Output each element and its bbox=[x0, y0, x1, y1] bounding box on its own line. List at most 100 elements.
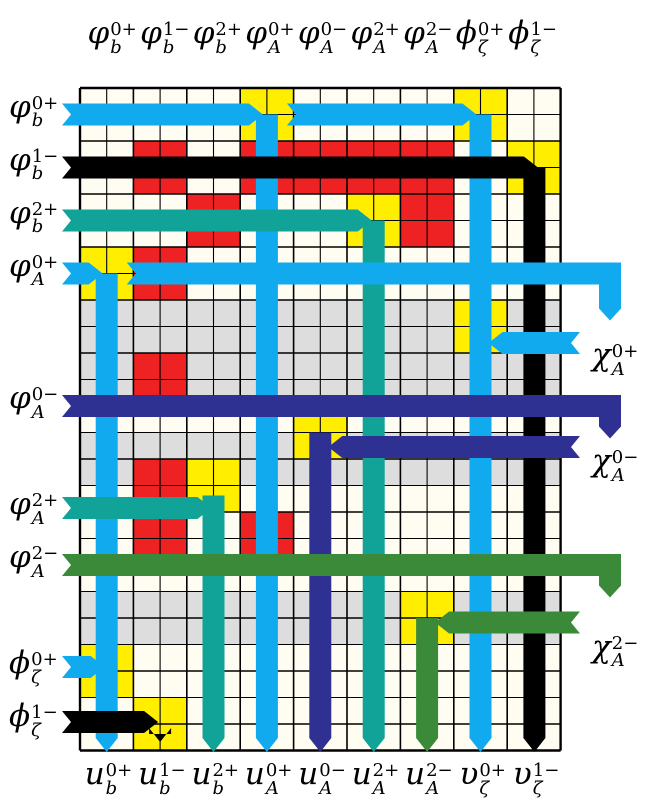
label-base-symbol: φ bbox=[9, 539, 31, 575]
bottom-label: u 1− b bbox=[138, 756, 186, 798]
label-subscript: b bbox=[31, 110, 44, 131]
label-subscript: A bbox=[265, 777, 279, 799]
label-indices: 1− b bbox=[159, 762, 186, 797]
label-indices: 0− A bbox=[320, 19, 348, 56]
label-base-symbol: υ bbox=[459, 756, 479, 792]
label-subscript: A bbox=[31, 269, 45, 290]
label-superscript: 0+ bbox=[265, 760, 293, 782]
label-superscript: 2+ bbox=[215, 19, 242, 41]
label-subscript: A bbox=[31, 507, 45, 529]
label-base-symbol: φ bbox=[9, 141, 31, 178]
label-indices: 2+ A bbox=[372, 760, 400, 797]
label-base-symbol: u bbox=[138, 756, 159, 792]
arrow-h-phiA2p bbox=[62, 497, 212, 519]
top-label: ϕ 1− ζ bbox=[508, 15, 557, 58]
arrow-v-ub2p bbox=[202, 495, 225, 752]
label-base-symbol: ϕ bbox=[9, 645, 31, 681]
label-base-symbol: φ bbox=[350, 15, 373, 51]
label-indices: 2− A bbox=[426, 760, 453, 797]
label-subscript: b bbox=[31, 216, 44, 237]
label-subscript: A bbox=[611, 358, 625, 380]
bottom-label: u 2+ b bbox=[192, 759, 240, 799]
label-superscript: 2+ bbox=[212, 760, 240, 782]
label-base-symbol: ϕ bbox=[455, 15, 477, 51]
left-label: φ 2− A bbox=[9, 539, 59, 581]
label-subscript: ζ bbox=[477, 36, 488, 58]
label-indices: 0+ A bbox=[611, 341, 639, 380]
label-indices: 2+ b bbox=[212, 760, 240, 799]
label-superscript: 0+ bbox=[479, 760, 506, 782]
label-subscript: b bbox=[105, 777, 118, 799]
label-superscript: 1− bbox=[162, 19, 190, 41]
label-superscript: 2− bbox=[426, 760, 453, 782]
label-superscript: 1− bbox=[532, 760, 560, 782]
label-superscript: 0+ bbox=[31, 251, 59, 273]
label-superscript: 0+ bbox=[611, 341, 639, 363]
label-superscript: 0− bbox=[31, 384, 59, 406]
label-superscript: 0+ bbox=[110, 19, 137, 41]
bottom-label: u 2− A bbox=[405, 756, 453, 798]
label-superscript: 2− bbox=[31, 543, 59, 565]
label-base-symbol: φ bbox=[9, 380, 31, 416]
label-indices: 0+ b bbox=[110, 19, 137, 58]
bottom-label: u 0+ b bbox=[84, 756, 133, 799]
label-indices: 1− ζ bbox=[31, 702, 58, 739]
arrows bbox=[62, 103, 621, 752]
label-base-symbol: φ bbox=[403, 15, 425, 51]
left-label: φ 0+ A bbox=[9, 247, 59, 290]
label-superscript: 2+ bbox=[31, 490, 59, 512]
label-superscript: 2+ bbox=[372, 760, 400, 782]
label-superscript: 0+ bbox=[31, 649, 58, 671]
arrow-v-uA2m bbox=[416, 618, 439, 752]
label-indices: 0+ A bbox=[265, 760, 293, 799]
arrow-h-phiz0p bbox=[62, 656, 105, 678]
top-label: φ 2+ b bbox=[193, 18, 242, 58]
left-label: φ 0− A bbox=[9, 380, 59, 422]
top-label: φ 1− b bbox=[140, 18, 190, 57]
arrow-h-phib0p-b bbox=[286, 103, 477, 126]
label-subscript: A bbox=[319, 777, 333, 799]
label-indices: 0+ b bbox=[105, 762, 133, 799]
label-base-symbol: u bbox=[84, 756, 105, 792]
arrow-h-phiA0p-in bbox=[62, 262, 103, 285]
label-indices: 0− A bbox=[319, 760, 346, 799]
label-base-symbol: ϕ bbox=[508, 15, 530, 51]
label-superscript: 0− bbox=[319, 760, 346, 782]
label-subscript: ζ bbox=[530, 36, 541, 58]
label-base-symbol: ϕ bbox=[9, 698, 31, 734]
top-label: φ 2+ A bbox=[350, 15, 400, 58]
label-subscript: A bbox=[611, 650, 625, 671]
arrow-v-upsz0p bbox=[469, 114, 492, 752]
label-superscript: 0− bbox=[320, 19, 348, 41]
label-base-symbol: φ bbox=[87, 15, 110, 51]
label-subscript: b bbox=[215, 36, 227, 58]
label-base-symbol: u bbox=[405, 756, 426, 792]
label-base-symbol: χ bbox=[592, 443, 611, 479]
label-superscript: 0+ bbox=[477, 19, 505, 41]
bottom-label: u 2+ A bbox=[351, 756, 400, 798]
label-base-symbol: φ bbox=[9, 247, 31, 284]
label-base-symbol: φ bbox=[9, 88, 31, 125]
label-subscript: ζ bbox=[479, 777, 490, 799]
top-label: φ 2− A bbox=[403, 15, 453, 57]
arrow-h-phiA0m bbox=[62, 395, 621, 439]
label-superscript: 2− bbox=[425, 19, 453, 41]
left-label: φ 0+ b bbox=[9, 88, 58, 131]
label-subscript: b bbox=[212, 777, 224, 799]
label-base-symbol: u bbox=[244, 756, 265, 792]
label-base-symbol: u bbox=[351, 756, 372, 792]
label-indices: 2+ A bbox=[373, 21, 400, 58]
label-indices: 2− A bbox=[425, 19, 453, 56]
label-subscript: b bbox=[110, 36, 122, 58]
label-subscript: A bbox=[373, 36, 387, 58]
label-superscript: 1− bbox=[31, 702, 58, 724]
arrow-h-phib0p-a bbox=[62, 103, 263, 126]
label-indices: 0− A bbox=[612, 449, 639, 484]
bottom-label: u 0+ A bbox=[244, 756, 293, 799]
label-subscript: b bbox=[31, 163, 44, 184]
label-base-symbol: χ bbox=[592, 628, 611, 665]
left-label: ϕ 0+ ζ bbox=[9, 645, 58, 687]
label-indices: 2+ b bbox=[215, 19, 242, 58]
label-indices: 1− ζ bbox=[530, 21, 557, 58]
